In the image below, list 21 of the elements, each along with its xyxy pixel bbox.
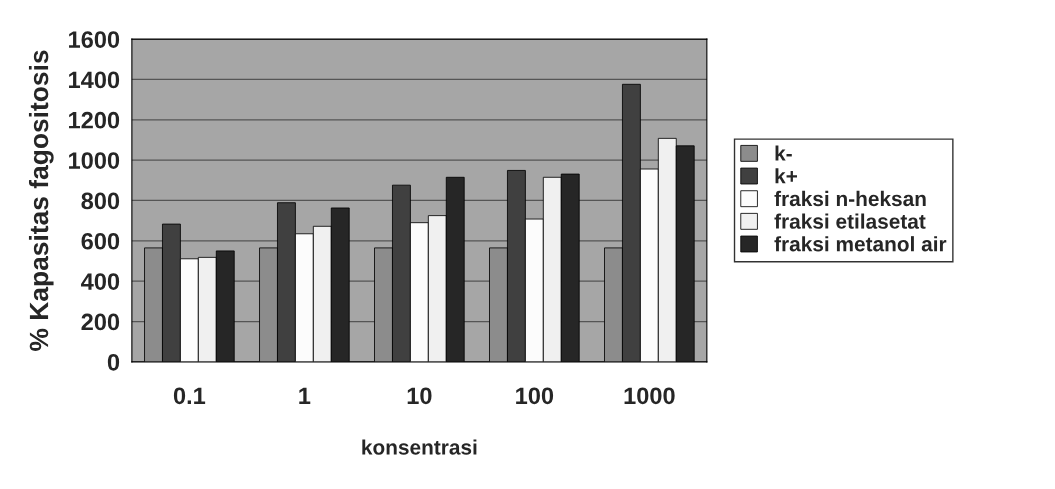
legend-label: fraksi etilasetat (774, 213, 926, 229)
y-tick-label: 200 (81, 313, 120, 331)
y-tick-label: 800 (81, 192, 120, 210)
legend-label: k- (775, 145, 792, 161)
y-tick-label: 0 (107, 353, 120, 371)
x-axis-title: konsentrasi (362, 439, 477, 455)
y-axis-title: % Kapasitas fagositosis (28, 50, 54, 351)
x-tick-label: 1 (299, 387, 311, 404)
legend-label: fraksi n-heksan (774, 190, 926, 207)
legend-label: k+ (775, 168, 798, 184)
x-tick-label: 100 (516, 387, 554, 405)
y-tick-label: 1400 (69, 71, 120, 89)
y-tick-label: 1200 (69, 111, 120, 129)
y-tick-label: 1600 (69, 31, 120, 48)
legend-label: fraksi metanol air (774, 236, 947, 252)
y-tick-label: 600 (81, 232, 120, 250)
x-tick-label: 10 (407, 387, 432, 405)
x-tick-label: 0.1 (173, 387, 206, 405)
y-tick-label: 1000 (69, 152, 120, 169)
y-tick-label: 400 (81, 273, 120, 290)
x-tick-label: 1000 (624, 387, 675, 405)
